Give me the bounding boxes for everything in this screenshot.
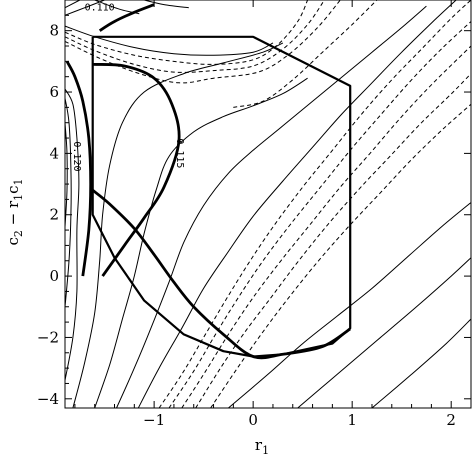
contour-label: 0.110 (85, 3, 115, 14)
contour-line-solid (65, 25, 274, 56)
contour-line-solid (65, 98, 72, 307)
contour-line-dashed (168, 21, 471, 408)
contour-line-solid (144, 0, 189, 9)
contour-lines (65, 0, 471, 408)
contour-line-solid (297, 257, 471, 408)
contour-line-solid (94, 77, 308, 408)
y-tick-label: 8 (49, 22, 59, 40)
contour-line-dashed (65, 0, 325, 73)
x-tick-label: −1 (143, 411, 165, 429)
x-axis-title: r1 (255, 436, 269, 457)
y-tick-label: −4 (37, 390, 59, 408)
contour-line-solid (72, 42, 284, 408)
contour-line-dashed (195, 73, 471, 408)
contour-line-dashed (65, 0, 309, 65)
contour-line-solid (116, 5, 427, 408)
contour-line-solid (137, 0, 457, 408)
contour-label: 0.120 (71, 141, 82, 171)
contour-line-dashed (210, 103, 471, 408)
plot-frame (64, 0, 472, 409)
y-axis-title-part-4: c (4, 185, 22, 193)
contour-line-dashed (233, 0, 378, 108)
region-boundary (91, 35, 352, 358)
y-axis-title-part-0: c (4, 237, 22, 245)
x-tick-label: 2 (446, 411, 456, 429)
contour-line-bold (65, 60, 93, 277)
x-tick-label: 0 (248, 411, 258, 429)
contour-line-solid (228, 202, 471, 408)
contour-line-solid (65, 88, 80, 381)
y-tick-label: 0 (49, 267, 59, 285)
contour-line-bold (91, 189, 351, 360)
x-axis-title-main: r (255, 436, 263, 454)
y-tick-label: 2 (49, 206, 59, 224)
y-tick-label: −2 (37, 328, 59, 346)
y-tick-label: 6 (49, 83, 59, 101)
x-axis-title-sub: 1 (262, 444, 269, 457)
y-axis-title: c2 − r1c1 (4, 178, 25, 245)
x-axis-ticks: −1 0 1 2 (74, 0, 472, 429)
y-axis-title-part-2: − r (4, 200, 22, 230)
contour-line-solid (65, 122, 68, 228)
y-axis-title-part-5: 1 (12, 178, 25, 185)
x-tick-label: 1 (347, 411, 357, 429)
y-axis-title-part-1: 2 (12, 230, 25, 237)
y-tick-label: 4 (49, 144, 59, 162)
contour-line-dashed (65, 0, 341, 84)
y-axis-title-part-3: 1 (12, 194, 25, 201)
contour-label: 0.115 (174, 138, 185, 168)
contour-line-solid (65, 0, 81, 9)
contour-line-bold (98, 3, 155, 32)
y-axis-ticks: −4 −2 0 2 4 6 8 (37, 0, 471, 408)
contour-line-solid (371, 318, 471, 408)
contour-line-dashed (181, 45, 471, 408)
contour-line-bold (92, 63, 181, 277)
contour-label-group: 0.110 0.120 0.115 (71, 3, 185, 172)
